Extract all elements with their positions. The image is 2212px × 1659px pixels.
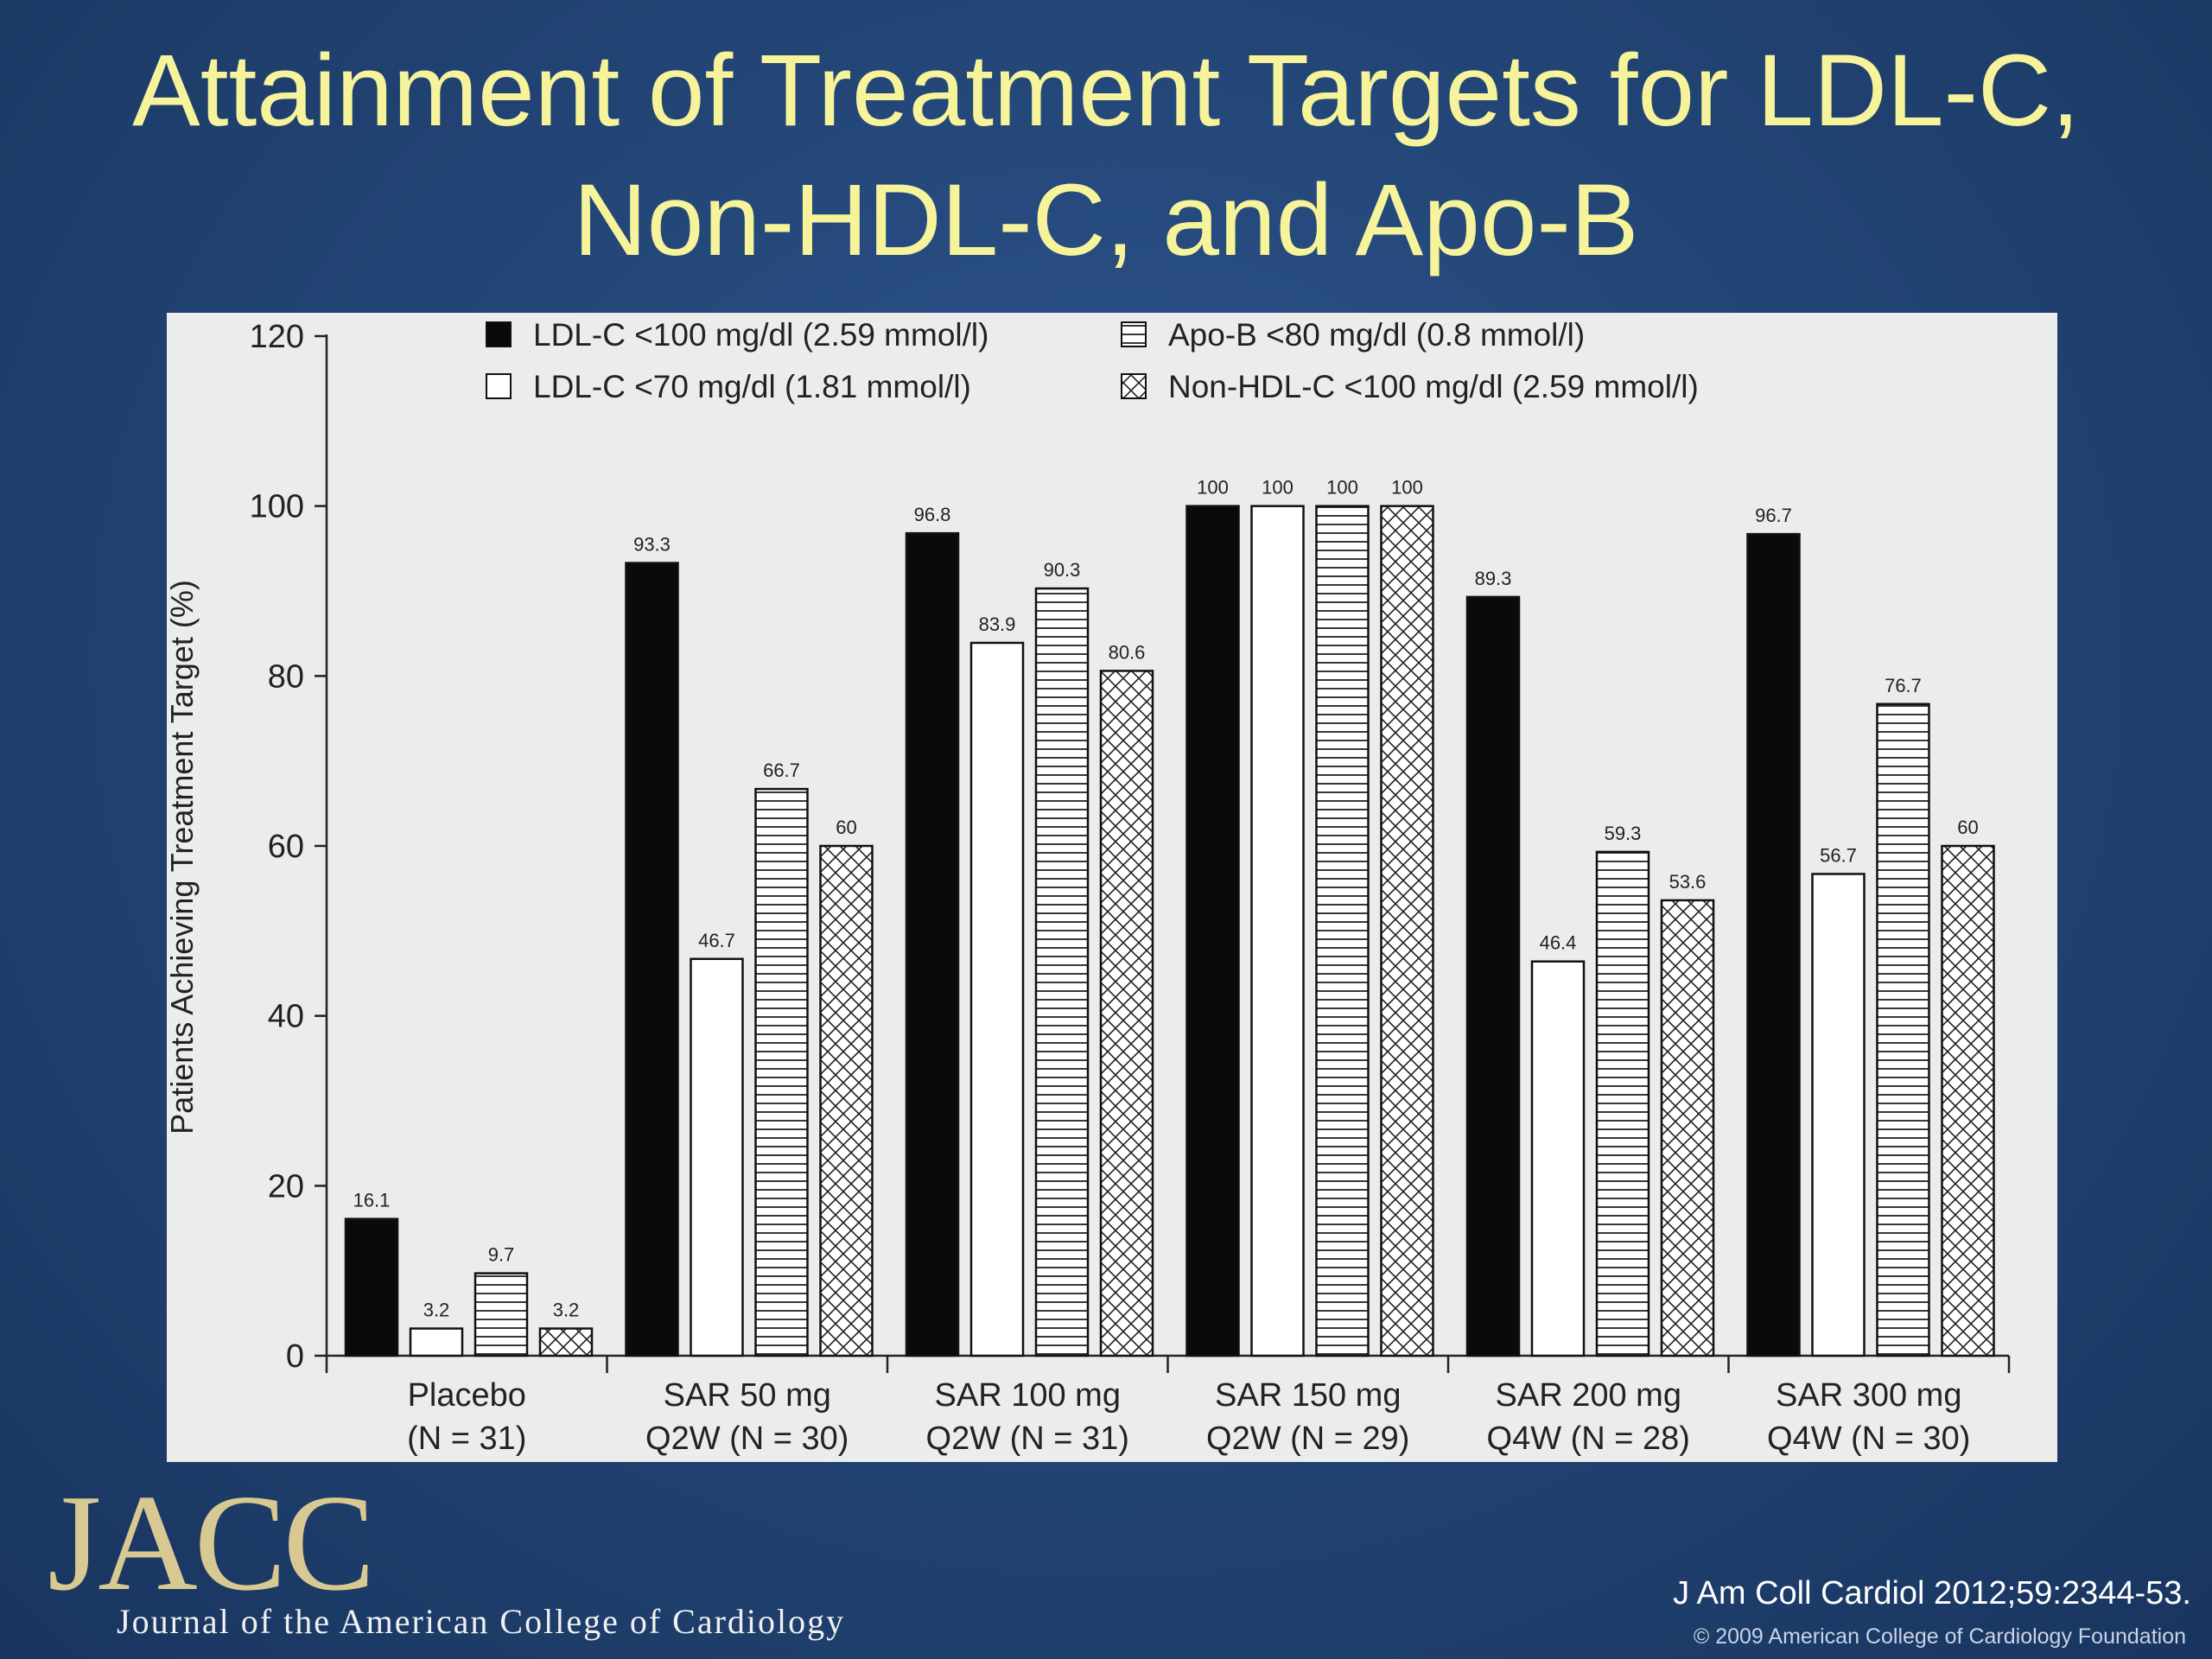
data-label: 66.7 — [763, 760, 800, 781]
data-label: 83.9 — [979, 613, 1016, 635]
bar — [1099, 670, 1154, 1357]
bar — [474, 1272, 529, 1357]
slide-title: Attainment of Treatment Targets for LDL-… — [0, 26, 2212, 285]
data-label: 3.2 — [553, 1300, 580, 1321]
data-label: 100 — [1326, 477, 1358, 499]
citation: J Am Coll Cardiol 2012;59:2344-53. — [1673, 1575, 2191, 1611]
bar — [1530, 960, 1586, 1357]
legend-swatch — [486, 321, 512, 347]
axes: 0 20 40 60 80 100 120 — [250, 319, 2011, 1375]
y-tick-label: 20 — [268, 1168, 304, 1205]
bar — [1660, 899, 1715, 1357]
bar — [690, 957, 744, 1357]
legend-swatch — [486, 373, 512, 399]
legend-label: Apo-B <80 mg/dl (0.8 mmol/l) — [1168, 317, 1585, 353]
jacc-logo-mark: JACC — [48, 1465, 375, 1619]
category-labels: Placebo (N = 31) SAR 50 mg Q2W (N = 30) SAR … — [407, 1377, 1970, 1457]
legend-label: LDL-C <100 mg/dl (2.59 mmol/l) — [533, 317, 988, 353]
data-label: 100 — [1197, 477, 1229, 499]
data-label: 3.2 — [423, 1300, 450, 1321]
data-label: 80.6 — [1109, 641, 1146, 663]
bar — [1034, 587, 1090, 1357]
journal-logo: JACC Journal of the American College of … — [48, 1473, 998, 1646]
copyright-notice: © 2009 American College of Cardiology Fo… — [1693, 1624, 2186, 1649]
data-label: 100 — [1262, 477, 1294, 499]
legend: LDL-C <100 mg/dl (2.59 mmol/l) LDL-C <70 … — [486, 317, 1699, 404]
category-label: (N = 31) — [407, 1421, 526, 1457]
data-labels: 16.1 93.3 96.8 100 89.3 96.7 3.2 46.7 83.9 100 46.… — [353, 477, 1979, 1321]
category-label: Q4W (N = 30) — [1767, 1421, 1970, 1457]
bar — [1380, 505, 1434, 1357]
journal-name: Journal of the American College of Cardi… — [117, 1602, 846, 1641]
bar — [409, 1327, 464, 1357]
category-label: Q2W (N = 31) — [926, 1421, 1129, 1457]
legend-swatch — [1121, 321, 1147, 347]
legend-label: Non-HDL-C <100 mg/dl (2.59 mmol/l) — [1168, 369, 1699, 404]
bar — [1811, 873, 1866, 1357]
legend-swatch — [1121, 373, 1147, 399]
legend-label: LDL-C <70 mg/dl (1.81 mmol/l) — [533, 369, 971, 404]
bar — [344, 1217, 399, 1357]
category-label: SAR 50 mg — [664, 1377, 831, 1414]
category-label: SAR 150 mg — [1215, 1377, 1401, 1414]
y-tick-label: 60 — [268, 829, 304, 865]
category-label: SAR 200 mg — [1496, 1377, 1681, 1414]
data-label: 89.3 — [1475, 568, 1512, 589]
data-label: 100 — [1391, 477, 1423, 499]
bar — [1185, 505, 1240, 1357]
data-label: 46.4 — [1540, 932, 1577, 954]
category-label: SAR 100 mg — [935, 1377, 1121, 1414]
title-line-1: Attainment of Treatment Targets for LDL-… — [132, 34, 2080, 148]
data-label: 90.3 — [1044, 559, 1081, 581]
bar — [625, 562, 679, 1357]
y-tick-label: 0 — [286, 1338, 304, 1375]
category-label: Q4W (N = 28) — [1487, 1421, 1690, 1457]
data-label: 60 — [1957, 817, 1978, 838]
data-label: 59.3 — [1605, 823, 1642, 844]
bars — [344, 505, 1995, 1357]
chart-panel: 0 20 40 60 80 100 120 16.1 93.3 96.8 100 89.3 96.7 3… — [167, 313, 2057, 1462]
category-label: Q2W (N = 30) — [645, 1421, 849, 1457]
category-label: Placebo — [408, 1377, 526, 1414]
bar — [905, 531, 960, 1357]
bar — [538, 1327, 594, 1357]
bar — [1876, 702, 1930, 1357]
data-label: 16.1 — [353, 1190, 391, 1211]
title-line-2: Non-HDL-C, and Apo-B — [573, 163, 1639, 277]
y-tick-label: 40 — [268, 999, 304, 1035]
bar — [1595, 850, 1650, 1357]
bar — [969, 641, 1025, 1357]
data-label: 76.7 — [1885, 675, 1922, 696]
data-label: 60 — [836, 817, 856, 838]
data-label: 93.3 — [633, 534, 671, 556]
data-label: 96.8 — [914, 504, 951, 525]
data-label: 56.7 — [1820, 844, 1857, 866]
bar — [1746, 532, 1801, 1357]
y-axis-label: Patients Achieving Treatment Target (%) — [167, 580, 200, 1135]
y-tick-label: 100 — [250, 489, 304, 525]
bar — [1941, 844, 1995, 1357]
y-tick-label: 120 — [250, 319, 304, 355]
data-label: 9.7 — [488, 1244, 515, 1266]
bar-chart: 0 20 40 60 80 100 120 16.1 93.3 96.8 100 89.3 96.7 3… — [167, 317, 2011, 1457]
bar — [1315, 505, 1370, 1357]
data-label: 46.7 — [698, 930, 735, 951]
data-label: 96.7 — [1755, 505, 1792, 526]
category-label: SAR 300 mg — [1776, 1377, 1961, 1414]
bar — [754, 787, 809, 1357]
category-label: Q2W (N = 29) — [1206, 1421, 1409, 1457]
bar — [1250, 505, 1305, 1357]
bar — [819, 844, 874, 1357]
y-tick-label: 80 — [268, 658, 304, 695]
bar — [1465, 595, 1521, 1357]
data-label: 53.6 — [1669, 871, 1707, 893]
